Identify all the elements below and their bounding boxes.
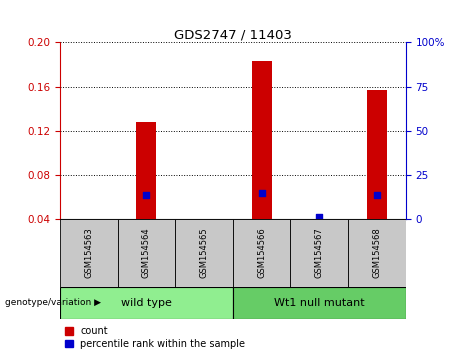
Bar — [233, 287, 406, 319]
Bar — [60, 219, 118, 287]
Bar — [252, 61, 272, 219]
Point — [373, 192, 381, 198]
Bar — [118, 219, 175, 287]
Text: GSM154568: GSM154568 — [372, 228, 381, 279]
Text: GSM154565: GSM154565 — [200, 228, 208, 279]
Text: GSM154563: GSM154563 — [84, 228, 93, 279]
Bar — [136, 122, 156, 219]
Text: GSM154564: GSM154564 — [142, 228, 151, 279]
Bar — [348, 219, 406, 287]
Point — [142, 192, 150, 198]
Point — [315, 215, 323, 220]
Legend: count, percentile rank within the sample: count, percentile rank within the sample — [65, 326, 245, 349]
Text: Wt1 null mutant: Wt1 null mutant — [274, 298, 365, 308]
Text: GSM154567: GSM154567 — [315, 228, 324, 279]
Point — [258, 190, 266, 196]
Bar — [175, 219, 233, 287]
Bar — [60, 287, 233, 319]
Text: wild type: wild type — [121, 298, 172, 308]
Text: genotype/variation ▶: genotype/variation ▶ — [5, 298, 100, 307]
Bar — [233, 219, 290, 287]
Text: GSM154566: GSM154566 — [257, 228, 266, 279]
Bar — [367, 90, 387, 219]
Bar — [290, 219, 348, 287]
Title: GDS2747 / 11403: GDS2747 / 11403 — [174, 28, 292, 41]
